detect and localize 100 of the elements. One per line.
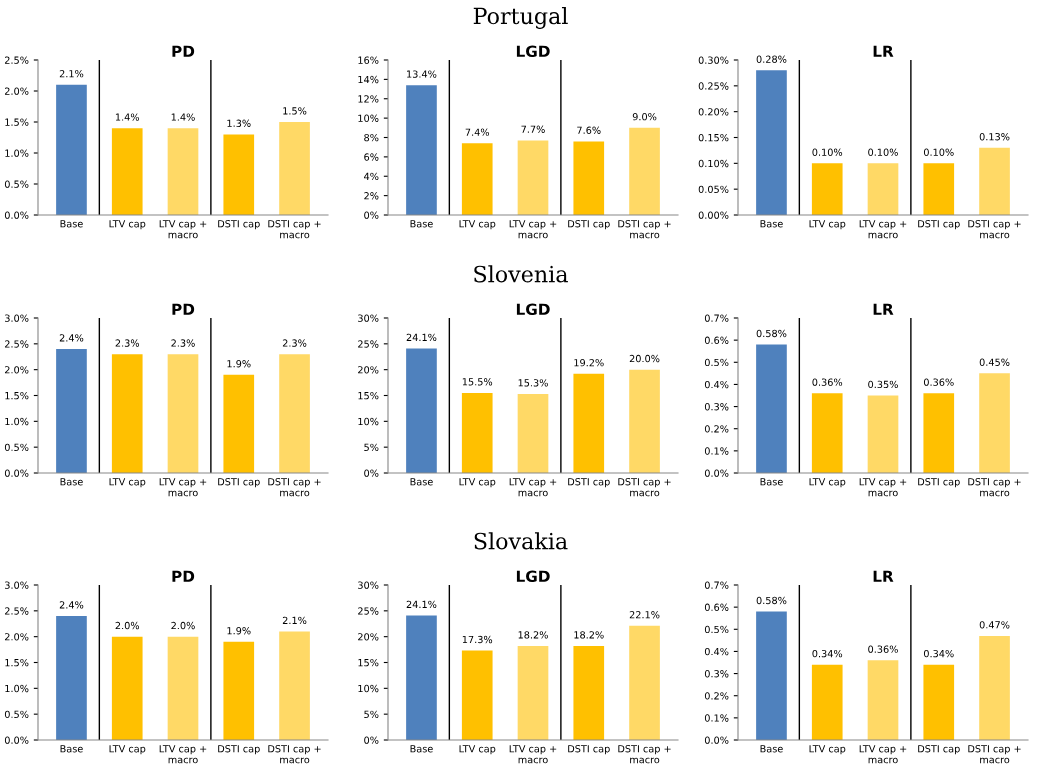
data-label: 2.4%: [59, 334, 84, 342]
data-label: 0.58%: [756, 329, 787, 338]
data-label: 7.4%: [465, 128, 490, 136]
x-tick-label: LTV cap: [809, 220, 846, 230]
x-tick-label: LTV cap: [109, 220, 146, 230]
bar: [811, 163, 843, 215]
chart-title: LGD: [516, 570, 550, 583]
bar: [279, 122, 310, 215]
x-tick-label: DSTI cap + macro: [968, 745, 1021, 764]
chart-title: LR: [873, 303, 894, 315]
x-tick-label: LTV cap + macro: [509, 478, 557, 497]
data-label: 2.1%: [59, 70, 84, 78]
bar: [56, 84, 87, 215]
x-tick-label: DSTI cap: [918, 220, 960, 230]
data-label: 18.2%: [574, 631, 604, 639]
x-tick-label: Base: [410, 220, 433, 228]
bar: [56, 616, 87, 740]
data-label: 2.1%: [282, 616, 307, 625]
data-label: 0.13%: [979, 133, 1010, 141]
bar: [979, 635, 1010, 740]
y-tick-label: 0.30%: [698, 56, 729, 64]
y-tick-label: 2.5%: [4, 340, 29, 348]
data-label: 1.4%: [115, 113, 140, 121]
x-tick-label: DSTI cap: [218, 220, 260, 230]
bar: [461, 143, 493, 215]
y-tick-label: 2.5%: [4, 56, 29, 64]
data-label: 24.1%: [406, 333, 437, 342]
bar: [461, 650, 493, 740]
x-tick-label: LTV cap: [809, 478, 846, 488]
x-tick-label: Base: [760, 220, 783, 228]
bar: [56, 349, 87, 473]
y-tick-label: 0.5%: [704, 358, 729, 367]
chart-subtitle: Portugal: [473, 7, 568, 29]
y-tick-label: 0.1%: [704, 714, 729, 722]
y-tick-label: 0.0%: [4, 469, 29, 477]
y-tick-label: 1.5%: [5, 391, 29, 400]
bar: [167, 354, 199, 473]
bar: [406, 348, 437, 473]
x-tick-label: LTV cap + macro: [859, 220, 907, 239]
x-tick-label: LTV cap: [809, 745, 846, 755]
x-tick-label: DSTI cap + macro: [268, 220, 321, 239]
y-tick-label: 14%: [358, 75, 379, 84]
bar: [406, 615, 437, 740]
y-tick-label: 0.0%: [4, 736, 29, 744]
bar: [111, 128, 143, 215]
data-label: 0.34%: [923, 649, 954, 658]
y-tick-label: 0.0%: [704, 736, 729, 744]
bar: [406, 85, 437, 215]
y-tick-label: 0%: [364, 469, 379, 477]
y-tick-label: 0.2%: [704, 692, 729, 700]
y-tick-label: 16%: [358, 56, 379, 64]
x-tick-label: LTV cap + macro: [859, 745, 907, 764]
y-tick-label: 0%: [364, 736, 379, 744]
y-tick-label: 0%: [364, 211, 379, 219]
x-tick-label: DSTI cap: [918, 478, 960, 488]
chart-title: LGD: [516, 303, 550, 316]
bar: [461, 392, 493, 473]
bar: [923, 393, 955, 473]
x-tick-label: Base: [760, 745, 783, 753]
bar: [573, 141, 605, 215]
y-tick-label: 0.3%: [704, 403, 729, 411]
y-tick-label: 2.0%: [4, 366, 29, 374]
data-label: 15.5%: [462, 378, 493, 386]
y-tick-label: 8%: [364, 133, 379, 142]
y-tick-label: 0.7%: [704, 314, 729, 322]
y-tick-label: 25%: [358, 340, 379, 348]
x-tick-label: DSTI cap + macro: [618, 220, 671, 239]
bar: [111, 636, 143, 740]
y-tick-label: 15%: [358, 391, 379, 400]
bar: [756, 611, 787, 740]
bar: [573, 373, 605, 473]
chart-title: LGD: [516, 45, 550, 58]
y-tick-label: 15%: [358, 658, 379, 667]
x-tick-label: DSTI cap + macro: [268, 478, 321, 497]
y-tick-label: 30%: [358, 314, 379, 322]
y-tick-label: 0.6%: [704, 336, 729, 344]
data-label: 18.2%: [518, 631, 548, 639]
bar: [629, 369, 660, 473]
x-tick-label: DSTI cap: [918, 745, 960, 755]
bar: [756, 70, 787, 215]
bar: [517, 140, 549, 215]
bar: [629, 625, 660, 740]
x-tick-label: DSTI cap: [568, 220, 610, 230]
x-tick-label: Base: [60, 220, 83, 228]
bar: [811, 664, 843, 740]
y-tick-label: 1.5%: [5, 658, 29, 667]
bar: [167, 128, 199, 215]
y-tick-label: 2%: [364, 192, 379, 200]
bar: [979, 147, 1010, 215]
y-tick-label: 0.2%: [704, 425, 729, 433]
data-label: 1.4%: [171, 113, 195, 121]
chart-title: PD: [172, 570, 195, 582]
data-label: 2.0%: [171, 621, 195, 630]
y-tick-label: 0.10%: [698, 159, 729, 168]
data-label: 1.3%: [227, 119, 251, 127]
x-tick-label: DSTI cap + macro: [968, 220, 1021, 239]
data-label: 0.35%: [868, 380, 898, 389]
x-tick-label: DSTI cap: [218, 745, 260, 755]
data-label: 2.3%: [115, 339, 140, 347]
y-tick-label: 12%: [358, 95, 379, 103]
